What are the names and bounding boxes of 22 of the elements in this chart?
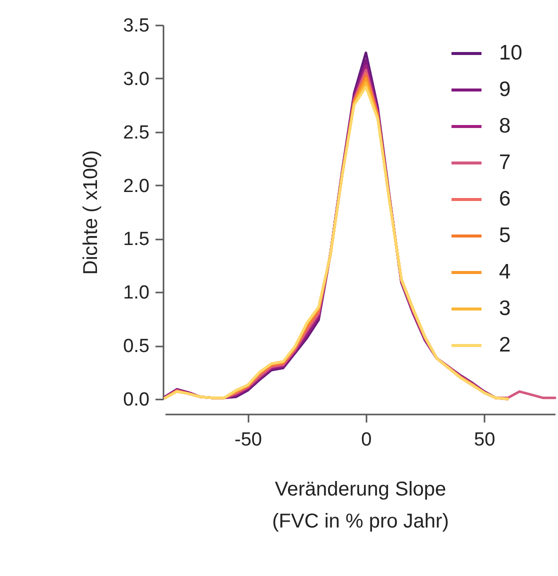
y-tick-label: 2.0 <box>123 176 150 197</box>
legend-label: 10 <box>499 42 522 64</box>
y-tick-label: 0.0 <box>123 390 150 410</box>
legend-label: 9 <box>499 78 511 101</box>
y-tick-label: 3.5 <box>123 16 150 36</box>
legend-label: 7 <box>499 151 511 174</box>
y-tick-label: 2.5 <box>123 122 150 144</box>
x-axis-title: Veränderung Slope (FVC in % pro Jahr) <box>272 478 449 532</box>
x-tick-label: 0 <box>361 430 372 450</box>
x-tick-label: -50 <box>234 430 262 450</box>
legend-label: 6 <box>499 188 511 210</box>
y-axis-title: Dichte ( x100) <box>80 150 102 275</box>
y-tick-label: 1.0 <box>123 282 150 304</box>
y-tick-label: 3.0 <box>123 68 150 90</box>
legend-label: 3 <box>499 297 511 320</box>
y-tick-label: 0.5 <box>123 336 150 358</box>
legend-label: 2 <box>499 334 511 356</box>
legend-label: 4 <box>499 260 511 284</box>
x-tick-label: 50 <box>474 430 496 450</box>
y-tick-label: 1.5 <box>123 229 150 250</box>
legend-label: 5 <box>499 224 511 247</box>
legend-label: 8 <box>499 114 511 138</box>
